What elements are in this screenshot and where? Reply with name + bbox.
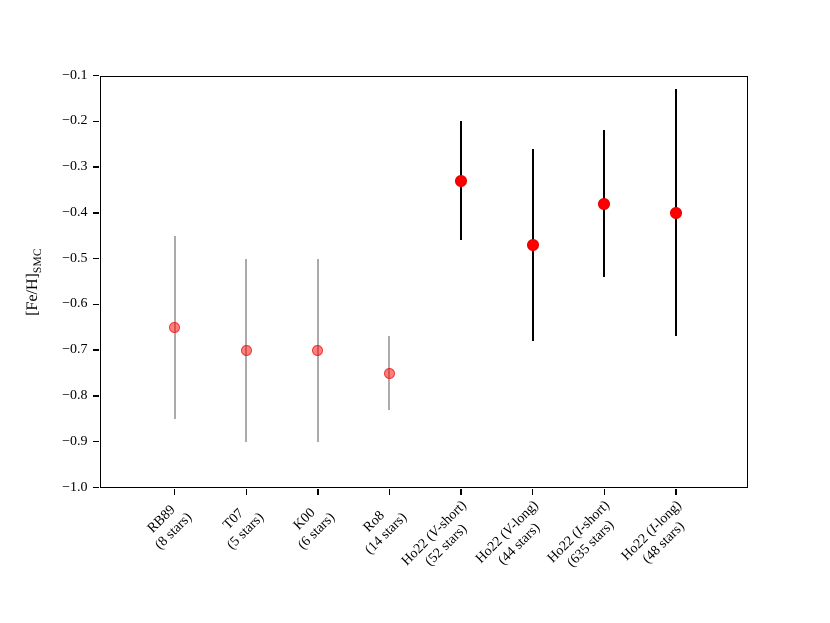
- x-tick-label: Ho22 (I-short) (635 stars): [544, 497, 617, 570]
- y-tick-label: −0.2: [62, 113, 88, 129]
- y-tick-mark: [92, 74, 99, 77]
- y-tick-mark: [92, 120, 99, 122]
- y-axis-label-main: [Fe/H]: [24, 273, 41, 316]
- x-tick-label: Ho22 (V-long) (44 stars): [472, 497, 543, 568]
- y-tick-label: −0.7: [62, 342, 88, 358]
- x-tick-mark: [388, 488, 391, 495]
- x-tick-label: K00 (6 stars): [291, 505, 339, 552]
- y-tick-mark: [92, 257, 99, 260]
- data-point-marker: [455, 174, 468, 187]
- y-tick-label: −0.9: [62, 433, 88, 449]
- y-tick-mark: [92, 441, 99, 443]
- data-point-marker: [526, 238, 539, 251]
- x-tick-mark: [675, 488, 677, 495]
- data-point-marker: [669, 206, 682, 219]
- y-tick-label: −0.4: [62, 204, 88, 220]
- data-point-marker: [598, 197, 611, 210]
- data-point-marker: [169, 321, 181, 333]
- y-tick-mark: [92, 212, 99, 214]
- y-tick-label: −0.1: [62, 67, 88, 83]
- x-tick-mark: [531, 488, 534, 495]
- y-tick-mark: [92, 395, 99, 397]
- data-point-marker: [383, 367, 395, 379]
- x-tick-mark: [317, 488, 319, 495]
- y-tick-label: −0.3: [62, 159, 88, 175]
- y-tick-label: −1.0: [62, 479, 88, 495]
- y-tick-mark: [92, 166, 99, 168]
- x-tick-label: Ro8 (14 stars): [360, 507, 410, 557]
- plot-area: [99, 75, 748, 488]
- data-point-marker: [240, 344, 252, 356]
- x-tick-mark: [603, 488, 605, 495]
- y-axis-label: [Fe/H]SMC: [24, 248, 44, 316]
- data-point-marker: [312, 344, 324, 356]
- x-tick-mark: [460, 488, 462, 495]
- y-tick-mark: [92, 303, 99, 306]
- y-tick-label: −0.8: [62, 387, 88, 403]
- x-tick-label: RB89 (8 stars): [145, 502, 195, 552]
- x-tick-label: T07 (5 stars): [220, 505, 267, 552]
- y-tick-mark: [92, 486, 99, 489]
- y-tick-mark: [92, 349, 99, 351]
- x-tick-mark: [245, 488, 247, 495]
- y-tick-label: −0.6: [62, 296, 88, 312]
- x-tick-label: Ho22 (I-long) (48 stars): [618, 497, 688, 566]
- x-tick-label: Ho22 (V-short) (52 stars): [398, 497, 470, 569]
- y-tick-label: −0.5: [62, 250, 88, 266]
- x-tick-mark: [173, 488, 176, 495]
